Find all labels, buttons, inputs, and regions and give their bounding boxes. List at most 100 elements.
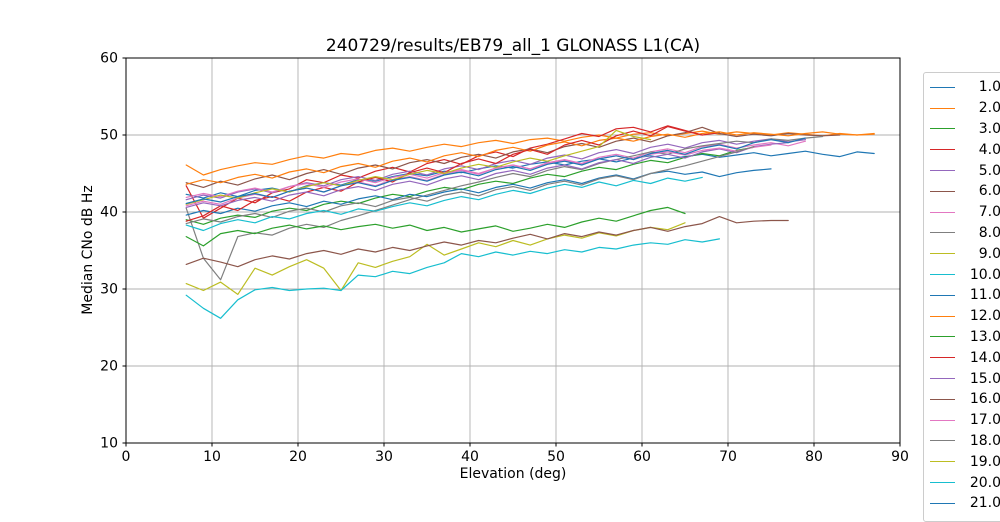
legend-item: 13.0 bbox=[930, 327, 1000, 348]
legend-item: 18.0 bbox=[930, 431, 1000, 452]
series-line-10.0 bbox=[185, 238, 721, 319]
legend-line-sample bbox=[930, 232, 955, 234]
legend-line-sample bbox=[930, 357, 955, 359]
legend-label: 4.0 bbox=[978, 141, 1000, 158]
legend-line-sample bbox=[930, 502, 955, 504]
legend-item: 2.0 bbox=[930, 98, 1000, 119]
series-line-21.0 bbox=[185, 137, 807, 205]
series-line-15.0 bbox=[185, 142, 789, 208]
legend-item: 15.0 bbox=[930, 368, 1000, 389]
legend-line-sample bbox=[930, 253, 955, 255]
legend-label: 5.0 bbox=[978, 162, 1000, 179]
x-tick-label: 30 bbox=[375, 449, 393, 465]
legend-label: 2.0 bbox=[978, 100, 1000, 117]
legend-item: 4.0 bbox=[930, 139, 1000, 160]
legend-item: 3.0 bbox=[930, 119, 1000, 140]
legend-label: 10.0 bbox=[969, 266, 1000, 283]
x-tick-label: 60 bbox=[633, 449, 651, 465]
legend: 1.0 2.0 3.0 4.0 5.0 6.0 7.0 8.0 9.0 10.0 11.0 12.0 1… bbox=[923, 72, 1000, 522]
series-line-16.0 bbox=[185, 216, 789, 268]
legend-label: 13.0 bbox=[969, 328, 1000, 345]
legend-item: 17.0 bbox=[930, 410, 1000, 431]
x-tick-label: 70 bbox=[719, 449, 737, 465]
x-tick-label: 50 bbox=[547, 449, 565, 465]
legend-label: 7.0 bbox=[978, 204, 1000, 221]
legend-item: 9.0 bbox=[930, 243, 1000, 264]
legend-item: 21.0 bbox=[930, 493, 1000, 514]
series-line-18.0 bbox=[185, 146, 755, 225]
legend-line-sample bbox=[930, 86, 955, 88]
y-tick-label: 60 bbox=[100, 51, 118, 67]
legend-item: 20.0 bbox=[930, 472, 1000, 493]
series-line-8.0 bbox=[185, 135, 824, 281]
series-line-12.0 bbox=[185, 131, 875, 185]
legend-item: 10.0 bbox=[930, 264, 1000, 285]
legend-line-sample bbox=[930, 378, 955, 380]
x-axis-label: Elevation (deg) bbox=[459, 466, 567, 482]
series-line-9.0 bbox=[185, 222, 686, 295]
legend-line-sample bbox=[930, 149, 955, 151]
legend-label: 1.0 bbox=[978, 79, 1000, 96]
legend-line-sample bbox=[930, 107, 955, 109]
series-line-6.0 bbox=[185, 126, 841, 188]
y-axis-label: Median CNo dB Hz bbox=[80, 185, 96, 315]
legend-line-sample bbox=[930, 294, 955, 296]
y-tick-label: 20 bbox=[100, 359, 118, 375]
legend-item: 6.0 bbox=[930, 181, 1000, 202]
series-line-3.0 bbox=[185, 146, 755, 225]
y-tick-label: 40 bbox=[100, 205, 118, 221]
x-tick-label: 90 bbox=[891, 449, 909, 465]
legend-label: 3.0 bbox=[978, 120, 1000, 137]
chart-title: 240729/results/EB79_all_1 GLONASS L1(CA) bbox=[325, 36, 701, 56]
legend-line-sample bbox=[930, 461, 955, 463]
legend-line-sample bbox=[930, 398, 955, 400]
x-tick-label: 80 bbox=[805, 449, 823, 465]
legend-item: 11.0 bbox=[930, 285, 1000, 306]
y-tick-label: 50 bbox=[100, 128, 118, 144]
plot-border bbox=[125, 57, 901, 444]
legend-label: 19.0 bbox=[969, 453, 1000, 470]
legend-item: 16.0 bbox=[930, 389, 1000, 410]
legend-label: 9.0 bbox=[978, 245, 1000, 262]
legend-line-sample bbox=[930, 211, 955, 213]
legend-label: 12.0 bbox=[969, 308, 1000, 325]
legend-label: 15.0 bbox=[969, 370, 1000, 387]
legend-item: 7.0 bbox=[930, 202, 1000, 223]
legend-label: 6.0 bbox=[978, 183, 1000, 200]
legend-item: 1.0 bbox=[930, 77, 1000, 98]
legend-item: 19.0 bbox=[930, 451, 1000, 472]
series-line-11.0 bbox=[185, 168, 772, 216]
legend-item: 8.0 bbox=[930, 223, 1000, 244]
legend-line-sample bbox=[930, 419, 955, 421]
series-line-20.0 bbox=[185, 176, 703, 232]
series-line-17.0 bbox=[185, 144, 772, 198]
legend-line-sample bbox=[930, 190, 955, 192]
legend-label: 14.0 bbox=[969, 349, 1000, 366]
legend-item: 14.0 bbox=[930, 347, 1000, 368]
legend-item: 12.0 bbox=[930, 306, 1000, 327]
y-tick-label: 10 bbox=[100, 436, 118, 452]
legend-line-sample bbox=[930, 482, 955, 484]
x-tick-label: 40 bbox=[461, 449, 479, 465]
x-tick-label: 10 bbox=[203, 449, 221, 465]
series-line-2.0 bbox=[185, 130, 875, 176]
legend-label: 21.0 bbox=[969, 495, 1000, 512]
legend-label: 8.0 bbox=[978, 224, 1000, 241]
legend-label: 17.0 bbox=[969, 412, 1000, 429]
legend-line-sample bbox=[930, 170, 955, 172]
series-line-19.0 bbox=[185, 129, 652, 205]
series-line-13.0 bbox=[185, 206, 686, 247]
y-tick-label: 30 bbox=[100, 282, 118, 298]
legend-line-sample bbox=[930, 315, 955, 317]
legend-label: 16.0 bbox=[969, 391, 1000, 408]
x-tick-label: 0 bbox=[122, 449, 131, 465]
legend-label: 11.0 bbox=[969, 287, 1000, 304]
legend-line-sample bbox=[930, 274, 955, 276]
x-tick-label: 20 bbox=[289, 449, 307, 465]
figure-canvas: { "title": "240729/results/EB79_all_1 GL… bbox=[80, 36, 1000, 522]
legend-line-sample bbox=[930, 128, 955, 130]
legend-line-sample bbox=[930, 440, 955, 442]
legend-label: 18.0 bbox=[969, 432, 1000, 449]
legend-label: 20.0 bbox=[969, 474, 1000, 491]
